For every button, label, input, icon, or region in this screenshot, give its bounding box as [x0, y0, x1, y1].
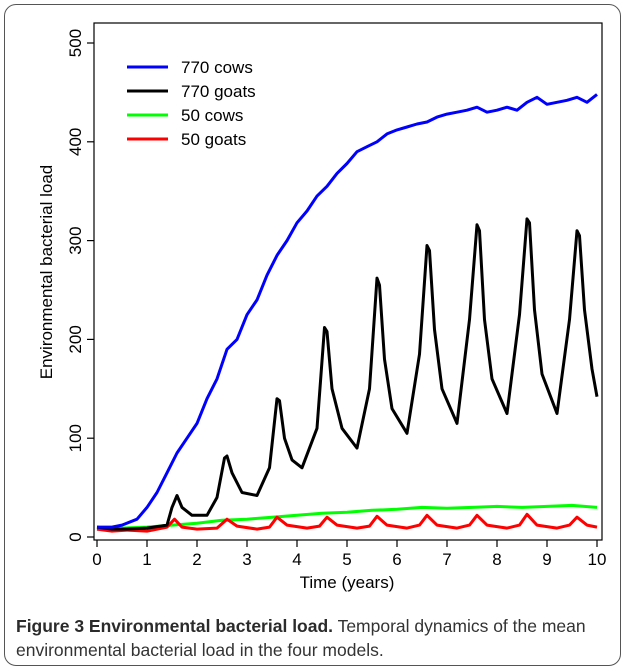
series-layer	[96, 93, 599, 533]
figure-caption: Figure 3 Environmental bacterial load. T…	[16, 614, 616, 662]
y-tick-label: 500	[66, 29, 85, 57]
series-line-50-goats	[96, 512, 598, 533]
x-tick-label: 0	[92, 550, 101, 569]
plot-border	[93, 22, 603, 541]
series-line-770-cows	[97, 93, 598, 529]
x-tick-label: 3	[242, 550, 251, 569]
x-tick-label: 1	[142, 550, 151, 569]
legend-label: 770 goats	[181, 82, 256, 101]
x-tick-label: 7	[442, 550, 451, 569]
caption-text: Temporal dynamics of the mean environmen…	[16, 616, 586, 660]
y-tick-label: 0	[66, 532, 85, 541]
y-tick-label: 300	[66, 226, 85, 254]
y-axis-title: Environmental bacterial load	[37, 165, 56, 380]
y-tick-label: 400	[66, 128, 85, 156]
y-tick-label: 100	[66, 424, 85, 452]
x-tick-label: 5	[342, 550, 351, 569]
x-tick-label: 9	[542, 550, 551, 569]
series-line-770-goats	[96, 217, 599, 531]
x-tick-label: 10	[588, 550, 607, 569]
x-tick-label: 8	[492, 550, 501, 569]
x-tick-label: 6	[392, 550, 401, 569]
x-tick-label: 4	[292, 550, 301, 569]
x-axis-title: Time (years)	[300, 573, 395, 592]
legend-label: 50 goats	[181, 130, 246, 149]
y-tick-label: 200	[66, 325, 85, 353]
legend: 770 cows 770 goats 50 cows 50 goats	[127, 58, 256, 149]
figure-label: Figure 3 Environmental bacterial load.	[16, 616, 334, 636]
legend-label: 50 cows	[181, 106, 243, 125]
legend-label: 770 cows	[181, 58, 253, 77]
x-tick-label: 2	[192, 550, 201, 569]
